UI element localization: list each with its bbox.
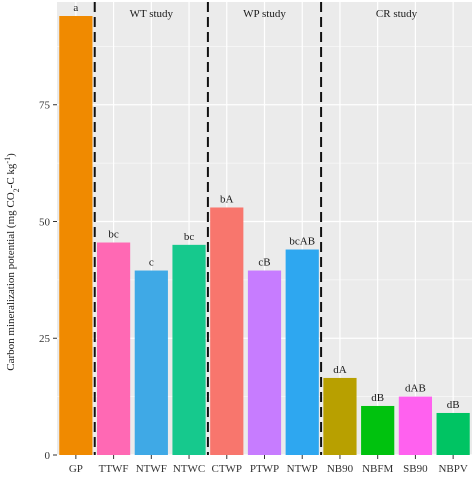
y-tick-label: 0 — [45, 450, 51, 462]
bar-significance-label: dB — [371, 392, 384, 404]
x-tick-label: PTWP — [250, 463, 279, 475]
x-tick-label: NTWF — [136, 463, 167, 475]
bar-significance-label: cB — [258, 257, 270, 269]
y-axis-label-subscript: 2 — [12, 188, 21, 192]
x-tick-label: NTWC — [173, 463, 205, 475]
y-tick-label: 50 — [39, 216, 51, 228]
bar-significance-label: bA — [220, 193, 234, 205]
bar-nbpv — [436, 412, 470, 455]
x-tick-label: NBPV — [438, 463, 467, 475]
bars — [59, 16, 470, 455]
study-group-label: WP study — [243, 8, 286, 20]
x-tick-label: GP — [69, 463, 83, 475]
bar-sb90 — [398, 396, 433, 455]
bar-ntwf — [134, 270, 168, 455]
bar-ntwc — [172, 244, 206, 455]
bar-significance-label: dA — [333, 364, 347, 376]
bar-significance-label: bc — [184, 231, 195, 243]
bar-nbfm — [361, 405, 395, 455]
bar-significance-label: c — [149, 257, 154, 269]
y-tick-label: 75 — [39, 100, 51, 112]
y-axis-ticks: 0 25 50 75 — [39, 100, 57, 462]
study-group-label: CR study — [376, 8, 418, 20]
bar-ntwp — [285, 249, 319, 455]
bar-significance-label: dAB — [405, 383, 426, 395]
group-separators — [93, 2, 323, 455]
bar-significance-label: a — [73, 2, 78, 14]
x-tick-label: TTWF — [99, 463, 129, 475]
bar-gp — [59, 16, 93, 455]
x-tick-label: CTWP — [211, 463, 242, 475]
y-axis-label-prefix: Carbon mineralization potential (mg CO — [5, 192, 17, 370]
x-tick-label: NB90 — [327, 463, 354, 475]
bar-ttwf — [96, 242, 131, 455]
bar-ctwp — [210, 207, 244, 455]
y-axis-label: Carbon mineralization potential (mg CO2-… — [3, 153, 21, 371]
bar-labels: a bc c bc bA cB bcAB dA dB dAB dB — [73, 2, 459, 411]
y-tick-label: 25 — [39, 333, 51, 345]
x-tick-label: NBFM — [362, 463, 393, 475]
x-axis-ticks: GP TTWF NTWF NTWC CTWP PTWP NTWP NB90 NBFM SB90 NB… — [69, 455, 468, 475]
study-group-label: WT study — [130, 8, 174, 20]
y-axis-label-suffix: ) — [5, 153, 17, 157]
bar-nb90 — [323, 377, 357, 455]
x-tick-label: SB90 — [403, 463, 428, 475]
y-axis-label-superscript: -1 — [3, 157, 12, 164]
bar-ptwp — [247, 270, 282, 455]
y-axis-label-middle: -C kg — [5, 163, 17, 188]
bar-significance-label: dB — [447, 399, 460, 411]
study-labels: WT study WP study CR study — [130, 8, 418, 20]
bar-significance-label: bcAB — [289, 236, 315, 248]
bar-significance-label: bc — [108, 229, 119, 241]
x-tick-label: NTWP — [287, 463, 318, 475]
